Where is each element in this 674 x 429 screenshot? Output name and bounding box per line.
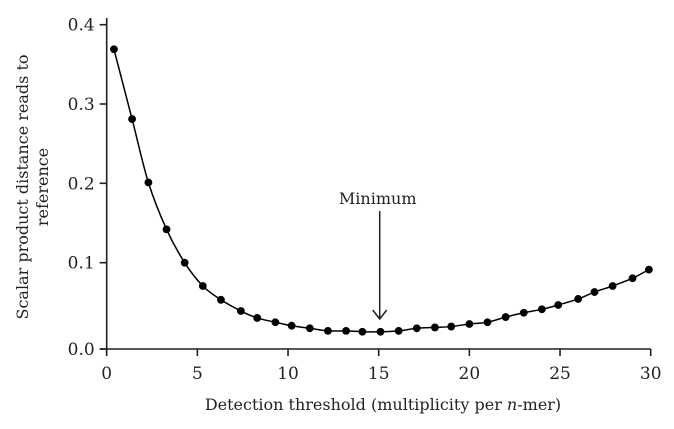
x-axis-title-italic-n: n xyxy=(507,395,517,414)
data-point-marker xyxy=(358,327,367,336)
y-axis-title-line-2: reference xyxy=(33,148,52,226)
arrow-down-icon xyxy=(372,211,388,321)
arrow-head xyxy=(372,309,388,321)
data-point-marker xyxy=(110,45,118,54)
data-point-marker xyxy=(538,305,546,314)
x-axis-title: Detection threshold (multiplicity per n-… xyxy=(205,395,561,414)
y-axis-title-line-1: Scalar product distance reads to xyxy=(13,54,32,319)
data-point-marker xyxy=(394,326,403,335)
data-point-marker xyxy=(271,318,280,327)
data-point-marker xyxy=(144,178,153,187)
y-tick-label: 0.3 xyxy=(68,95,95,115)
data-point-marker xyxy=(644,265,653,274)
y-tick-label: 0.4 xyxy=(68,16,95,36)
data-point-marker xyxy=(501,313,510,321)
data-point-marker xyxy=(628,274,637,283)
data-point-marker xyxy=(342,326,350,335)
data-point-marker xyxy=(236,307,245,315)
x-tick-label: 10 xyxy=(277,364,299,384)
data-point-marker xyxy=(431,323,439,332)
data-point-marker xyxy=(287,321,296,330)
x-axis-title-part-3: -mer) xyxy=(517,395,561,414)
x-tick-label: 25 xyxy=(549,364,571,384)
data-point-marker xyxy=(324,326,332,335)
y-axis-title: Scalar product distance reads to referen… xyxy=(13,54,52,319)
data-point-marker xyxy=(180,258,189,267)
minimum-annotation: Minimum xyxy=(339,189,417,321)
data-point-marker xyxy=(198,282,207,290)
x-tick-label: 30 xyxy=(640,364,662,384)
data-point-marker xyxy=(128,115,136,123)
y-axis: 0.0 0.1 0.2 0.3 0.4 xyxy=(68,16,108,360)
data-point-marker xyxy=(412,324,421,333)
y-tick-label: 0.0 xyxy=(68,340,95,360)
data-point-marker xyxy=(162,225,171,234)
data-point-marker xyxy=(590,288,599,296)
data-point-marker xyxy=(465,320,474,328)
x-tick-label: 0 xyxy=(101,364,112,384)
y-tick-label: 0.2 xyxy=(68,174,95,194)
data-series xyxy=(110,45,653,336)
data-point-marker xyxy=(217,295,225,304)
data-point-marker xyxy=(608,282,617,290)
data-point-marker xyxy=(483,318,492,327)
minimum-label: Minimum xyxy=(339,189,417,208)
x-axis: 0 5 10 15 20 25 30 xyxy=(99,348,662,384)
x-tick-label: 20 xyxy=(459,364,481,384)
data-point-marker xyxy=(305,324,314,333)
data-point-marker xyxy=(447,322,456,331)
x-tick-label: 15 xyxy=(368,364,390,384)
y-tick-label: 0.1 xyxy=(68,254,95,274)
x-axis-title-part-1: Detection threshold (multiplicity per xyxy=(205,395,507,414)
data-point-marker xyxy=(376,327,385,336)
data-point-marker xyxy=(554,301,563,309)
data-point-marker xyxy=(253,314,262,322)
data-point-marker xyxy=(574,295,583,303)
data-point-marker xyxy=(519,308,528,317)
x-tick-label: 5 xyxy=(192,364,203,384)
